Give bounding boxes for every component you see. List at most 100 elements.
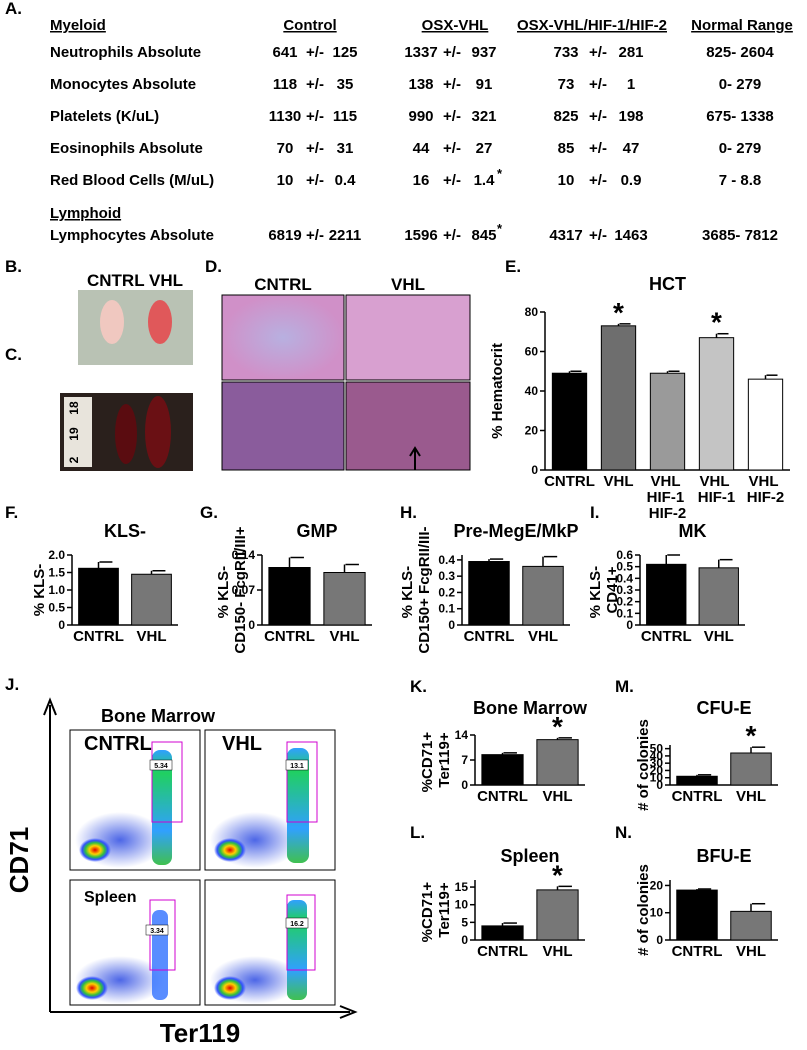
y-tick-label: 0.1 bbox=[616, 606, 633, 620]
column-label: CNTRL bbox=[254, 275, 312, 294]
sample-label: CNTRL bbox=[84, 733, 152, 755]
gate-box bbox=[145, 924, 169, 936]
row-label: Red Blood Cells (M/uL) bbox=[50, 172, 214, 189]
flow-title: Bone Marrow bbox=[101, 706, 216, 726]
table-cell: 321 bbox=[471, 108, 496, 125]
y-tick-label: 10 bbox=[650, 906, 664, 920]
y-axis-label: # of colonies bbox=[635, 864, 652, 956]
y-tick-label: 20 bbox=[650, 763, 664, 777]
panel-label: I. bbox=[590, 503, 599, 522]
table-header: Normal Range bbox=[691, 17, 793, 34]
bar bbox=[536, 739, 579, 786]
flow-axis-label: CD71 bbox=[4, 827, 34, 893]
chart-title: Pre-MegE/MkP bbox=[453, 521, 578, 541]
significance-marker: * bbox=[746, 720, 757, 751]
y-axis-label: % KLS- CD150- FcgRII/III+ bbox=[215, 526, 249, 653]
ruler bbox=[64, 397, 92, 467]
y-tick-label: 0 bbox=[58, 618, 65, 632]
table-cell: 2211 bbox=[329, 227, 362, 244]
x-tick-label: VHL HIF-1 bbox=[698, 473, 736, 506]
bar bbox=[481, 754, 524, 786]
significance: * bbox=[497, 221, 503, 236]
y-tick-label: 0.2 bbox=[438, 585, 455, 599]
table-cell: +/- bbox=[589, 172, 607, 189]
y-tick-label: 50 bbox=[650, 742, 664, 756]
y-tick-label: 7 bbox=[461, 753, 468, 767]
table-cell: +/- bbox=[589, 140, 607, 157]
table-cell: 733 bbox=[553, 44, 578, 61]
y-tick-label: 60 bbox=[525, 345, 539, 359]
y-axis-label: % KLS- CD41+ bbox=[587, 562, 621, 619]
table-cell: 7 - 8.8 bbox=[719, 172, 762, 189]
y-tick-label: 80 bbox=[525, 305, 539, 319]
spleen bbox=[145, 396, 171, 468]
table-cell: 825- 2604 bbox=[706, 44, 774, 61]
spleen bbox=[115, 404, 137, 464]
gate-box bbox=[285, 917, 309, 929]
table-cell: 990 bbox=[408, 108, 433, 125]
bar bbox=[676, 889, 718, 941]
bar bbox=[468, 561, 510, 626]
flow-axes bbox=[43, 697, 358, 1019]
y-tick-label: 10 bbox=[650, 771, 664, 785]
histology bbox=[345, 381, 471, 471]
y-tick-label: 0.6 bbox=[616, 548, 633, 562]
table-cell: 125 bbox=[332, 44, 357, 61]
y-axis-label: %CD71+ Ter119+ bbox=[419, 878, 453, 943]
x-tick-label: VHL bbox=[528, 628, 558, 645]
table-cell: 825 bbox=[553, 108, 578, 125]
x-tick-label: VHL bbox=[704, 628, 734, 645]
chart-title: HCT bbox=[649, 274, 686, 294]
y-tick-label: 0.5 bbox=[48, 601, 65, 615]
table-cell: 118 bbox=[273, 76, 297, 93]
panel-label: D. bbox=[205, 257, 222, 276]
histology bbox=[345, 294, 471, 381]
row-label: Neutrophils Absolute bbox=[50, 44, 201, 61]
table-cell: 0.9 bbox=[621, 172, 642, 189]
table-header: OSX-VHL/HIF-1/HIF-2 bbox=[517, 17, 667, 34]
bar bbox=[730, 752, 772, 786]
y-tick-label: 0.1 bbox=[438, 602, 455, 616]
gate-value: 13.1 bbox=[290, 763, 304, 770]
panel-label: A. bbox=[5, 0, 22, 18]
significance-marker: * bbox=[552, 859, 563, 890]
row-label: Eosinophils Absolute bbox=[50, 140, 203, 157]
table-cell: 115 bbox=[333, 108, 357, 125]
y-tick-label: 0 bbox=[461, 778, 468, 792]
chart-title: GMP bbox=[296, 521, 337, 541]
y-axis-label: %CD71+ Ter119+ bbox=[419, 728, 453, 793]
table-cell: 6819 bbox=[268, 227, 301, 244]
y-tick-label: 14 bbox=[455, 728, 469, 742]
section-header: Lymphoid bbox=[50, 205, 121, 222]
y-tick-label: 0 bbox=[656, 778, 663, 792]
table-header: Myeloid bbox=[50, 17, 106, 34]
x-tick-label: VHL bbox=[604, 473, 634, 490]
table-cell: 85 bbox=[558, 140, 575, 157]
row-label: Platelets (K/uL) bbox=[50, 108, 159, 125]
panel-label: N. bbox=[615, 823, 632, 842]
x-tick-label: VHL bbox=[137, 628, 167, 645]
panel-label: G. bbox=[200, 503, 218, 522]
bar bbox=[131, 573, 172, 626]
gate-value: 5.34 bbox=[154, 763, 168, 770]
table-cell: 44 bbox=[413, 140, 430, 157]
y-tick-label: 0.4 bbox=[616, 571, 633, 585]
panel-label: M. bbox=[615, 677, 634, 696]
bar bbox=[78, 567, 119, 626]
y-tick-label: 0.5 bbox=[616, 560, 633, 574]
table-cell: 845 bbox=[471, 227, 496, 244]
table-header: Control bbox=[283, 17, 336, 34]
x-tick-label: CNTRL bbox=[264, 628, 315, 645]
panel-label: J. bbox=[5, 675, 19, 694]
bar bbox=[747, 378, 784, 471]
bar bbox=[536, 889, 579, 941]
gate-value: 16.2 bbox=[290, 921, 304, 928]
y-tick-label: 0 bbox=[626, 618, 633, 632]
table-cell: 281 bbox=[618, 44, 643, 61]
chart-title: CFU-E bbox=[697, 698, 752, 718]
ruler-number: 19 bbox=[67, 427, 81, 441]
table-header: OSX-VHL bbox=[422, 17, 489, 34]
row-label: Lymphocytes Absolute bbox=[50, 227, 214, 244]
